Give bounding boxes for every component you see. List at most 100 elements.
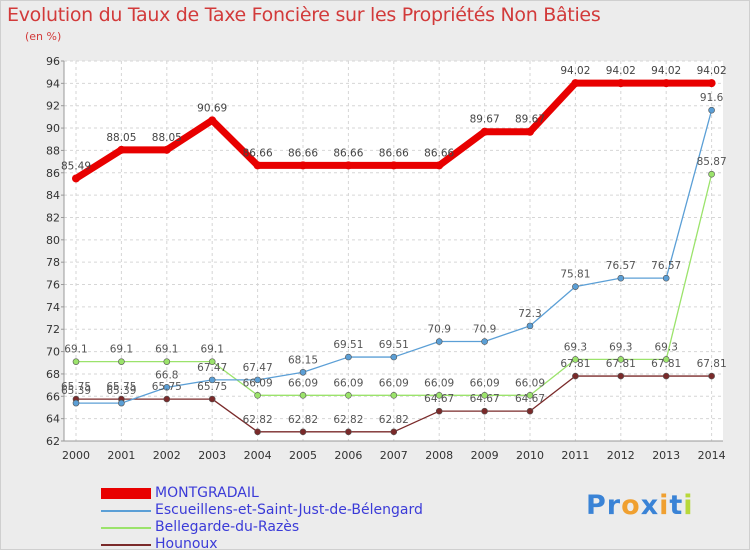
data-point [526, 391, 534, 399]
proxiti-logo: Proxiti [586, 490, 694, 521]
data-point [117, 145, 126, 154]
y-tick-label: 74 [46, 301, 60, 314]
x-tick-label: 2006 [334, 449, 362, 462]
data-point [708, 372, 715, 380]
data-label: 69.1 [155, 344, 178, 356]
data-point [299, 368, 307, 376]
data-point [617, 274, 625, 282]
data-point [345, 428, 352, 436]
chart-subtitle: (en %) [25, 30, 62, 43]
data-point [481, 391, 488, 399]
data-label: 66.09 [515, 377, 545, 389]
data-label: 67.47 [243, 362, 273, 374]
data-point [572, 283, 579, 290]
data-label: 94.02 [697, 65, 727, 77]
data-point [616, 79, 625, 88]
data-point [708, 170, 715, 178]
data-label: 69.1 [110, 344, 133, 356]
logo-letter: P [586, 490, 607, 521]
data-label: 62.82 [288, 414, 318, 426]
y-tick-label: 92 [46, 100, 60, 113]
data-point [390, 428, 398, 436]
data-point [480, 127, 489, 136]
data-label: 85.49 [61, 160, 91, 172]
y-tick-label: 76 [46, 279, 60, 292]
y-tick-label: 90 [46, 122, 60, 135]
data-label: 89.67 [470, 114, 500, 126]
data-label: 69.3 [564, 341, 587, 353]
plot-area [64, 61, 723, 441]
data-point [208, 116, 217, 125]
data-label: 66.09 [243, 377, 273, 389]
logo-letter: i [683, 490, 694, 521]
data-label: 91.6 [700, 92, 724, 104]
data-point [662, 274, 670, 282]
data-point [390, 391, 398, 399]
data-point [572, 372, 579, 380]
x-tick-label: 2001 [107, 449, 135, 462]
y-tick-label: 80 [46, 234, 60, 247]
data-point [435, 338, 443, 345]
data-point [72, 174, 80, 183]
data-label: 69.1 [64, 344, 87, 356]
data-point [254, 376, 261, 384]
y-tick-label: 68 [46, 368, 60, 381]
data-label: 69.3 [609, 341, 632, 353]
data-point [662, 356, 670, 363]
data-point [254, 428, 261, 436]
x-tick-label: 2000 [62, 449, 90, 462]
y-tick-label: 94 [46, 77, 60, 90]
data-label: 64.67 [515, 393, 545, 405]
data-label: 67.81 [560, 358, 590, 370]
data-label: 65.75 [197, 381, 227, 393]
data-label: 89.67 [515, 114, 545, 126]
legend-swatch [101, 526, 151, 529]
x-tick-label: 2008 [425, 449, 453, 462]
data-label: 70.9 [473, 324, 496, 336]
x-tick-label: 2012 [607, 449, 635, 462]
x-tick-label: 2003 [198, 449, 226, 462]
data-point [617, 356, 625, 363]
y-tick-label: 70 [46, 346, 60, 359]
data-point [345, 391, 352, 399]
data-point [707, 79, 716, 88]
data-label: 86.66 [424, 147, 454, 159]
data-label: 70.9 [428, 324, 451, 336]
data-label: 69.3 [655, 341, 678, 353]
y-tick-label: 96 [46, 55, 60, 68]
data-point [208, 358, 216, 365]
x-tick-label: 2009 [471, 449, 499, 462]
data-point [617, 372, 625, 380]
data-label: 86.66 [333, 147, 363, 159]
data-point [299, 161, 307, 170]
data-label: 90.69 [197, 102, 227, 114]
data-point [208, 395, 216, 403]
data-label: 69.51 [379, 339, 409, 351]
legend-label: MONTGRADAIL [155, 485, 259, 501]
data-point [481, 407, 488, 415]
y-tick-label: 62 [46, 435, 60, 448]
data-label: 65.75 [152, 381, 182, 393]
data-point [299, 428, 307, 436]
data-point [118, 358, 125, 365]
legend-entry: Hounoux [101, 536, 423, 549]
data-label: 65.39 [106, 385, 136, 397]
data-label: 62.82 [379, 414, 409, 426]
x-tick-label: 2002 [153, 449, 181, 462]
data-label: 66.09 [470, 377, 500, 389]
y-tick-label: 84 [46, 189, 60, 202]
legend-swatch [101, 488, 151, 499]
logo-letter: t [669, 490, 684, 521]
data-label: 94.02 [560, 65, 590, 77]
data-label: 67.81 [606, 358, 636, 370]
data-point [662, 79, 671, 88]
data-point [571, 79, 580, 88]
data-point [481, 338, 488, 345]
data-label: 66.8 [155, 369, 178, 381]
data-label: 66.09 [288, 377, 318, 389]
y-tick-label: 82 [46, 211, 60, 224]
y-tick-label: 78 [46, 256, 60, 269]
chart-legend: MONTGRADAIL Escueillens-et-Saint-Just-de-… [101, 485, 423, 549]
